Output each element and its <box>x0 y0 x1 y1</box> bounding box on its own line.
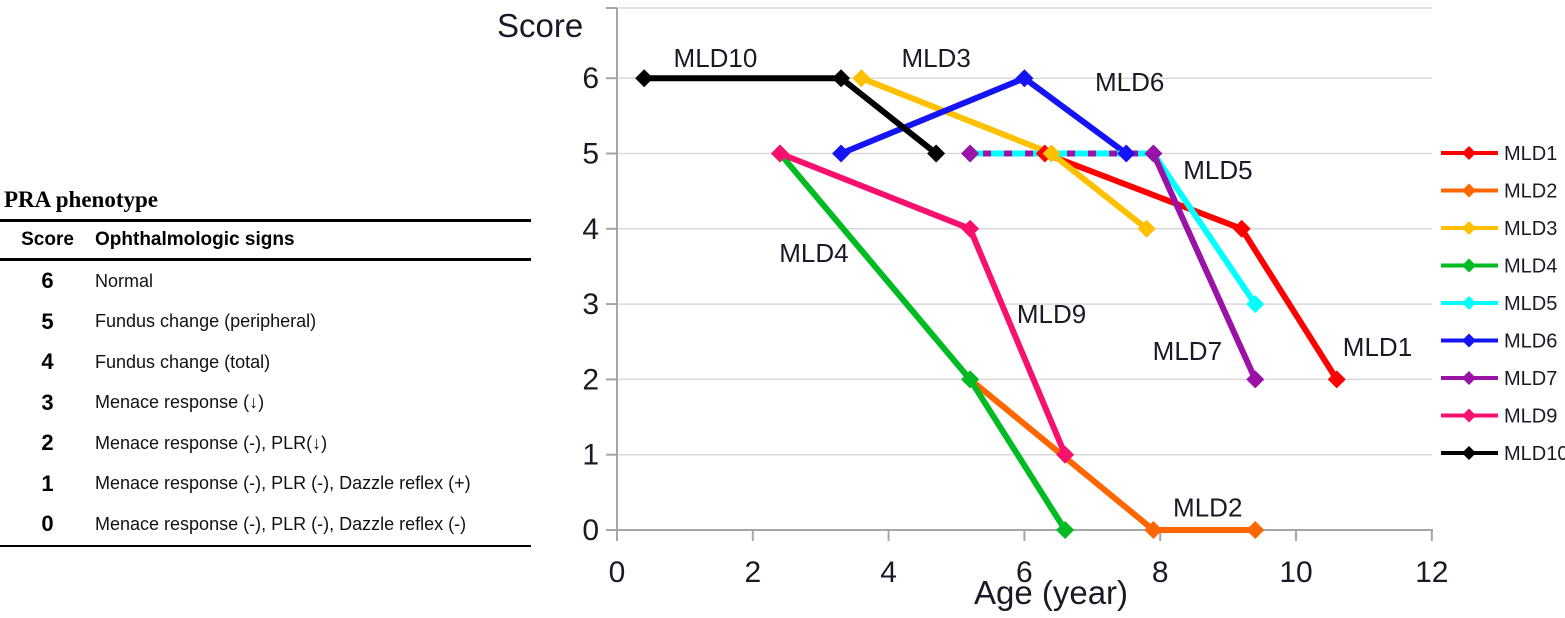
table-row: 5 Fundus change (peripheral) <box>0 302 531 343</box>
annotation-label-MLD10: MLD10 <box>674 43 758 73</box>
series-marker-MLD3 <box>1042 144 1061 163</box>
table-title: PRA phenotype <box>4 187 158 212</box>
series-marker-MLD6 <box>1117 144 1136 163</box>
x-tick-label: 4 <box>880 556 897 589</box>
y-tick-label: 0 <box>582 514 599 547</box>
series-marker-MLD1 <box>1232 219 1251 238</box>
legend-marker-MLD10 <box>1462 446 1476 460</box>
series-marker-MLD3 <box>852 69 871 88</box>
series-marker-MLD6 <box>1015 69 1034 88</box>
y-tick-label: 4 <box>582 213 599 246</box>
annotation-label-MLD2: MLD2 <box>1173 492 1242 522</box>
score-cell: 0 <box>41 511 54 537</box>
legend-label-MLD10: MLD10 <box>1504 443 1565 465</box>
y-tick-label: 5 <box>582 138 599 171</box>
x-tick-label: 8 <box>1152 556 1169 589</box>
legend-marker-MLD7 <box>1462 371 1476 385</box>
x-tick-label: 0 <box>609 556 626 589</box>
legend-marker-MLD9 <box>1462 408 1476 423</box>
series-marker-MLD9 <box>961 219 980 238</box>
table-body: 6 Normal 5 Fundus change (peripheral) 4 Fundu… <box>0 261 531 547</box>
score-cell: 4 <box>41 349 54 375</box>
legend-marker-MLD2 <box>1462 183 1476 198</box>
legend-label-MLD3: MLD3 <box>1504 218 1557 240</box>
x-tick-label: 10 <box>1279 556 1312 589</box>
legend-label-MLD4: MLD4 <box>1504 256 1557 278</box>
legend-label-MLD5: MLD5 <box>1504 293 1557 315</box>
y-tick-label: 2 <box>582 363 599 396</box>
series-marker-MLD10 <box>927 144 946 163</box>
table-row: 2 Menace response (-), PLR(↓) <box>0 423 531 464</box>
score-cell: 1 <box>41 470 54 496</box>
y-tick-label: 6 <box>582 62 599 95</box>
score-cell: 2 <box>41 430 54 456</box>
series-marker-MLD1 <box>1327 370 1346 389</box>
legend-label-MLD7: MLD7 <box>1504 368 1557 390</box>
series-marker-MLD4 <box>961 370 980 389</box>
column-header-signs: Ophthalmologic signs <box>95 229 295 250</box>
sign-cell: Menace response (-), PLR (-), Dazzle ref… <box>95 473 471 494</box>
series-marker-MLD6 <box>832 144 851 163</box>
sign-cell: Normal <box>95 270 154 291</box>
x-tick-label: 6 <box>1016 556 1033 589</box>
series-marker-MLD9 <box>770 144 789 163</box>
pra-phenotype-table: PRA phenotype Score Ophthalmologic signs… <box>0 184 531 547</box>
legend-label-MLD2: MLD2 <box>1504 181 1557 203</box>
table-row: 1 Menace response (-), PLR (-), Dazzle re… <box>0 464 531 505</box>
sign-cell: Menace response (-), PLR (-), Dazzle ref… <box>95 513 467 534</box>
legend-marker-MLD3 <box>1462 221 1476 235</box>
sign-cell: Menace response (↓) <box>95 392 265 413</box>
legend-marker-MLD5 <box>1462 296 1476 310</box>
annotation-label-MLD5: MLD5 <box>1183 155 1252 185</box>
annotation-label-MLD4: MLD4 <box>779 238 848 268</box>
table-row: 3 Menace response (↓) <box>0 383 531 424</box>
legend-marker-MLD4 <box>1462 258 1476 273</box>
series-line-MLD5 <box>1150 150 1259 308</box>
x-tick-label: 2 <box>744 556 761 589</box>
sign-cell: Fundus change (peripheral) <box>95 311 317 332</box>
legend-label-MLD1: MLD1 <box>1504 143 1557 165</box>
table-row: 6 Normal <box>0 261 531 302</box>
series-marker-MLD9 <box>1056 445 1075 464</box>
legend-label-MLD6: MLD6 <box>1504 331 1557 353</box>
legend-marker-MLD6 <box>1462 333 1476 348</box>
table-header-row: Score Ophthalmologic signs <box>0 219 531 261</box>
score-cell: 5 <box>41 308 54 334</box>
series-marker-MLD2 <box>1144 521 1163 539</box>
annotation-label-MLD3: MLD3 <box>901 43 970 73</box>
x-tick-label: 12 <box>1415 556 1448 589</box>
y-axis-title: Score <box>497 7 583 44</box>
table-row: 4 Fundus change (total) <box>0 342 531 383</box>
series-marker-MLD10 <box>832 69 851 88</box>
column-header-score: Score <box>21 229 74 250</box>
series-marker-MLD2 <box>1246 521 1265 539</box>
sign-cell: Fundus change (total) <box>95 351 271 372</box>
x-axis-title: Age (year) <box>974 574 1128 611</box>
series-marker-MLD3 <box>1137 219 1156 238</box>
annotation-label-MLD6: MLD6 <box>1095 67 1164 97</box>
annotation-label-MLD7: MLD7 <box>1153 336 1222 366</box>
series-marker-MLD5 <box>1246 295 1265 314</box>
score-cell: 6 <box>41 268 54 294</box>
series-marker-MLD7 <box>1246 370 1265 389</box>
series-marker-MLD7 <box>961 144 980 163</box>
y-tick-label: 1 <box>582 439 599 472</box>
series-marker-MLD10 <box>635 69 654 88</box>
y-tick-label: 3 <box>582 288 599 321</box>
series-marker-MLD7 <box>1144 144 1163 163</box>
legend-label-MLD9: MLD9 <box>1504 406 1557 428</box>
series-marker-MLD4 <box>1056 521 1075 539</box>
table-row: 0 Menace response (-), PLR (-), Dazzle re… <box>0 504 531 545</box>
annotation-label-MLD9: MLD9 <box>1017 299 1086 329</box>
sign-cell: Menace response (-), PLR(↓) <box>95 432 328 453</box>
score-cell: 3 <box>41 389 54 415</box>
legend-marker-MLD1 <box>1462 146 1476 160</box>
annotation-label-MLD1: MLD1 <box>1343 332 1412 362</box>
